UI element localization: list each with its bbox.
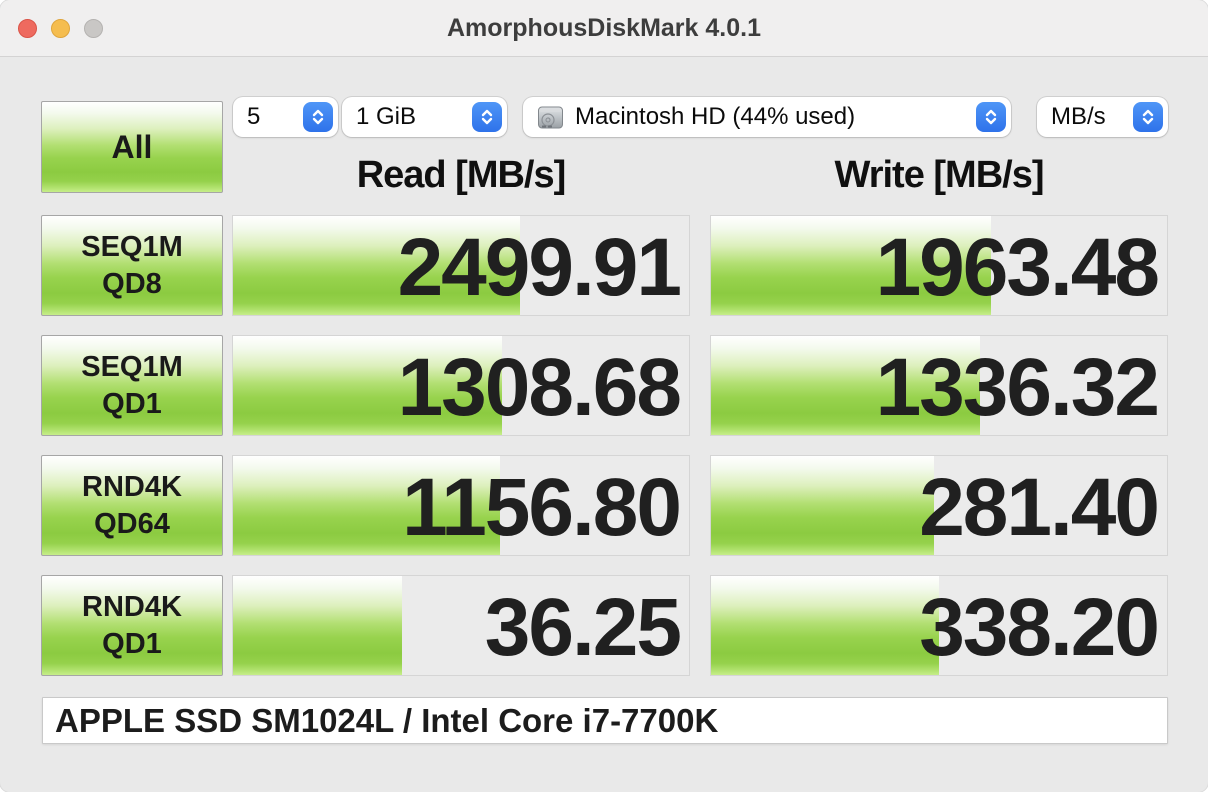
write-column-header: Write [MB/s]: [834, 154, 1045, 196]
test-button-seq1m-qd1[interactable]: SEQ1M QD1: [41, 335, 223, 436]
write-result-bar: [711, 576, 939, 675]
close-button[interactable]: [18, 19, 37, 38]
traffic-lights: [18, 19, 103, 38]
test-button-label: QD64: [94, 507, 170, 540]
test-button-rnd4k-qd1[interactable]: RND4K QD1: [41, 575, 223, 676]
run-all-button[interactable]: All: [41, 101, 223, 193]
unit-value: MB/s: [1051, 103, 1106, 130]
test-button-label: QD1: [102, 387, 162, 420]
test-button-seq1m-qd8[interactable]: SEQ1M QD8: [41, 215, 223, 316]
hard-drive-icon: [537, 104, 564, 131]
write-result-cell: 1336.32: [710, 335, 1168, 436]
test-button-label: RND4K: [82, 470, 182, 503]
chevron-up-down-icon: [1133, 102, 1163, 132]
trial-count-value: 5: [247, 103, 261, 130]
read-result-bar: [233, 216, 521, 315]
test-button-label: RND4K: [82, 590, 182, 623]
test-button-rnd4k-qd64[interactable]: RND4K QD64: [41, 455, 223, 556]
write-result-bar: [711, 456, 935, 555]
test-button-label: QD8: [102, 267, 162, 300]
read-result-value: 1308.68: [397, 342, 682, 433]
unit-select[interactable]: MB/s: [1037, 97, 1168, 137]
write-result-value: 281.40: [919, 462, 1160, 553]
target-disk-select[interactable]: Macintosh HD (44% used): [523, 97, 1011, 137]
test-size-value: 1 GiB: [356, 103, 417, 130]
fullscreen-button[interactable]: [84, 19, 103, 38]
device-info-field[interactable]: APPLE SSD SM1024L / Intel Core i7-7700K: [42, 697, 1168, 744]
read-result-bar: [233, 576, 402, 675]
read-result-bar: [233, 336, 503, 435]
write-result-value: 1336.32: [875, 342, 1160, 433]
read-result-value: 1156.80: [402, 462, 682, 553]
trial-count-select[interactable]: 5: [233, 97, 338, 137]
write-result-cell: 1963.48: [710, 215, 1168, 316]
write-result-cell: 281.40: [710, 455, 1168, 556]
write-result-bar: [711, 336, 981, 435]
chevron-up-down-icon: [472, 102, 502, 132]
test-button-label: QD1: [102, 627, 162, 660]
test-button-label: SEQ1M: [81, 350, 183, 383]
title-bar: AmorphousDiskMark 4.0.1: [0, 0, 1208, 57]
read-result-cell: 1156.80: [232, 455, 690, 556]
read-result-cell: 2499.91: [232, 215, 690, 316]
read-result-value: 2499.91: [397, 222, 682, 313]
read-column-header: Read [MB/s]: [356, 154, 567, 196]
read-result-bar: [233, 456, 500, 555]
test-size-select[interactable]: 1 GiB: [342, 97, 507, 137]
chevron-up-down-icon: [303, 102, 333, 132]
test-button-label: SEQ1M: [81, 230, 183, 263]
write-result-value: 1963.48: [875, 222, 1160, 313]
minimize-button[interactable]: [51, 19, 70, 38]
target-disk-value: Macintosh HD (44% used): [575, 103, 856, 130]
read-result-cell: 1308.68: [232, 335, 690, 436]
read-result-value: 36.25: [484, 582, 682, 673]
write-result-value: 338.20: [919, 582, 1160, 673]
read-result-cell: 36.25: [232, 575, 690, 676]
run-all-label: All: [111, 128, 153, 165]
chevron-up-down-icon: [976, 102, 1006, 132]
write-result-cell: 338.20: [710, 575, 1168, 676]
window-title: AmorphousDiskMark 4.0.1: [447, 14, 761, 42]
write-result-bar: [711, 216, 992, 315]
